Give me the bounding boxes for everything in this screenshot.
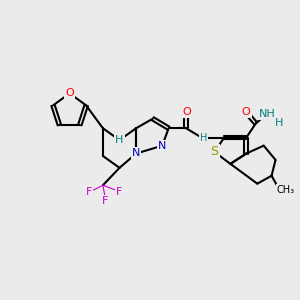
Text: H: H	[275, 118, 284, 128]
Text: NH: NH	[259, 109, 275, 119]
Text: H: H	[200, 133, 207, 143]
Text: N: N	[158, 141, 166, 151]
Text: O: O	[242, 107, 250, 117]
Text: F: F	[86, 187, 93, 196]
Text: S: S	[211, 146, 219, 158]
Text: O: O	[182, 107, 191, 117]
Text: F: F	[116, 187, 123, 196]
Text: H: H	[115, 135, 124, 145]
Text: F: F	[102, 196, 108, 206]
Text: O: O	[65, 88, 74, 98]
Text: N: N	[132, 148, 140, 158]
Text: CH₃: CH₃	[277, 185, 295, 195]
